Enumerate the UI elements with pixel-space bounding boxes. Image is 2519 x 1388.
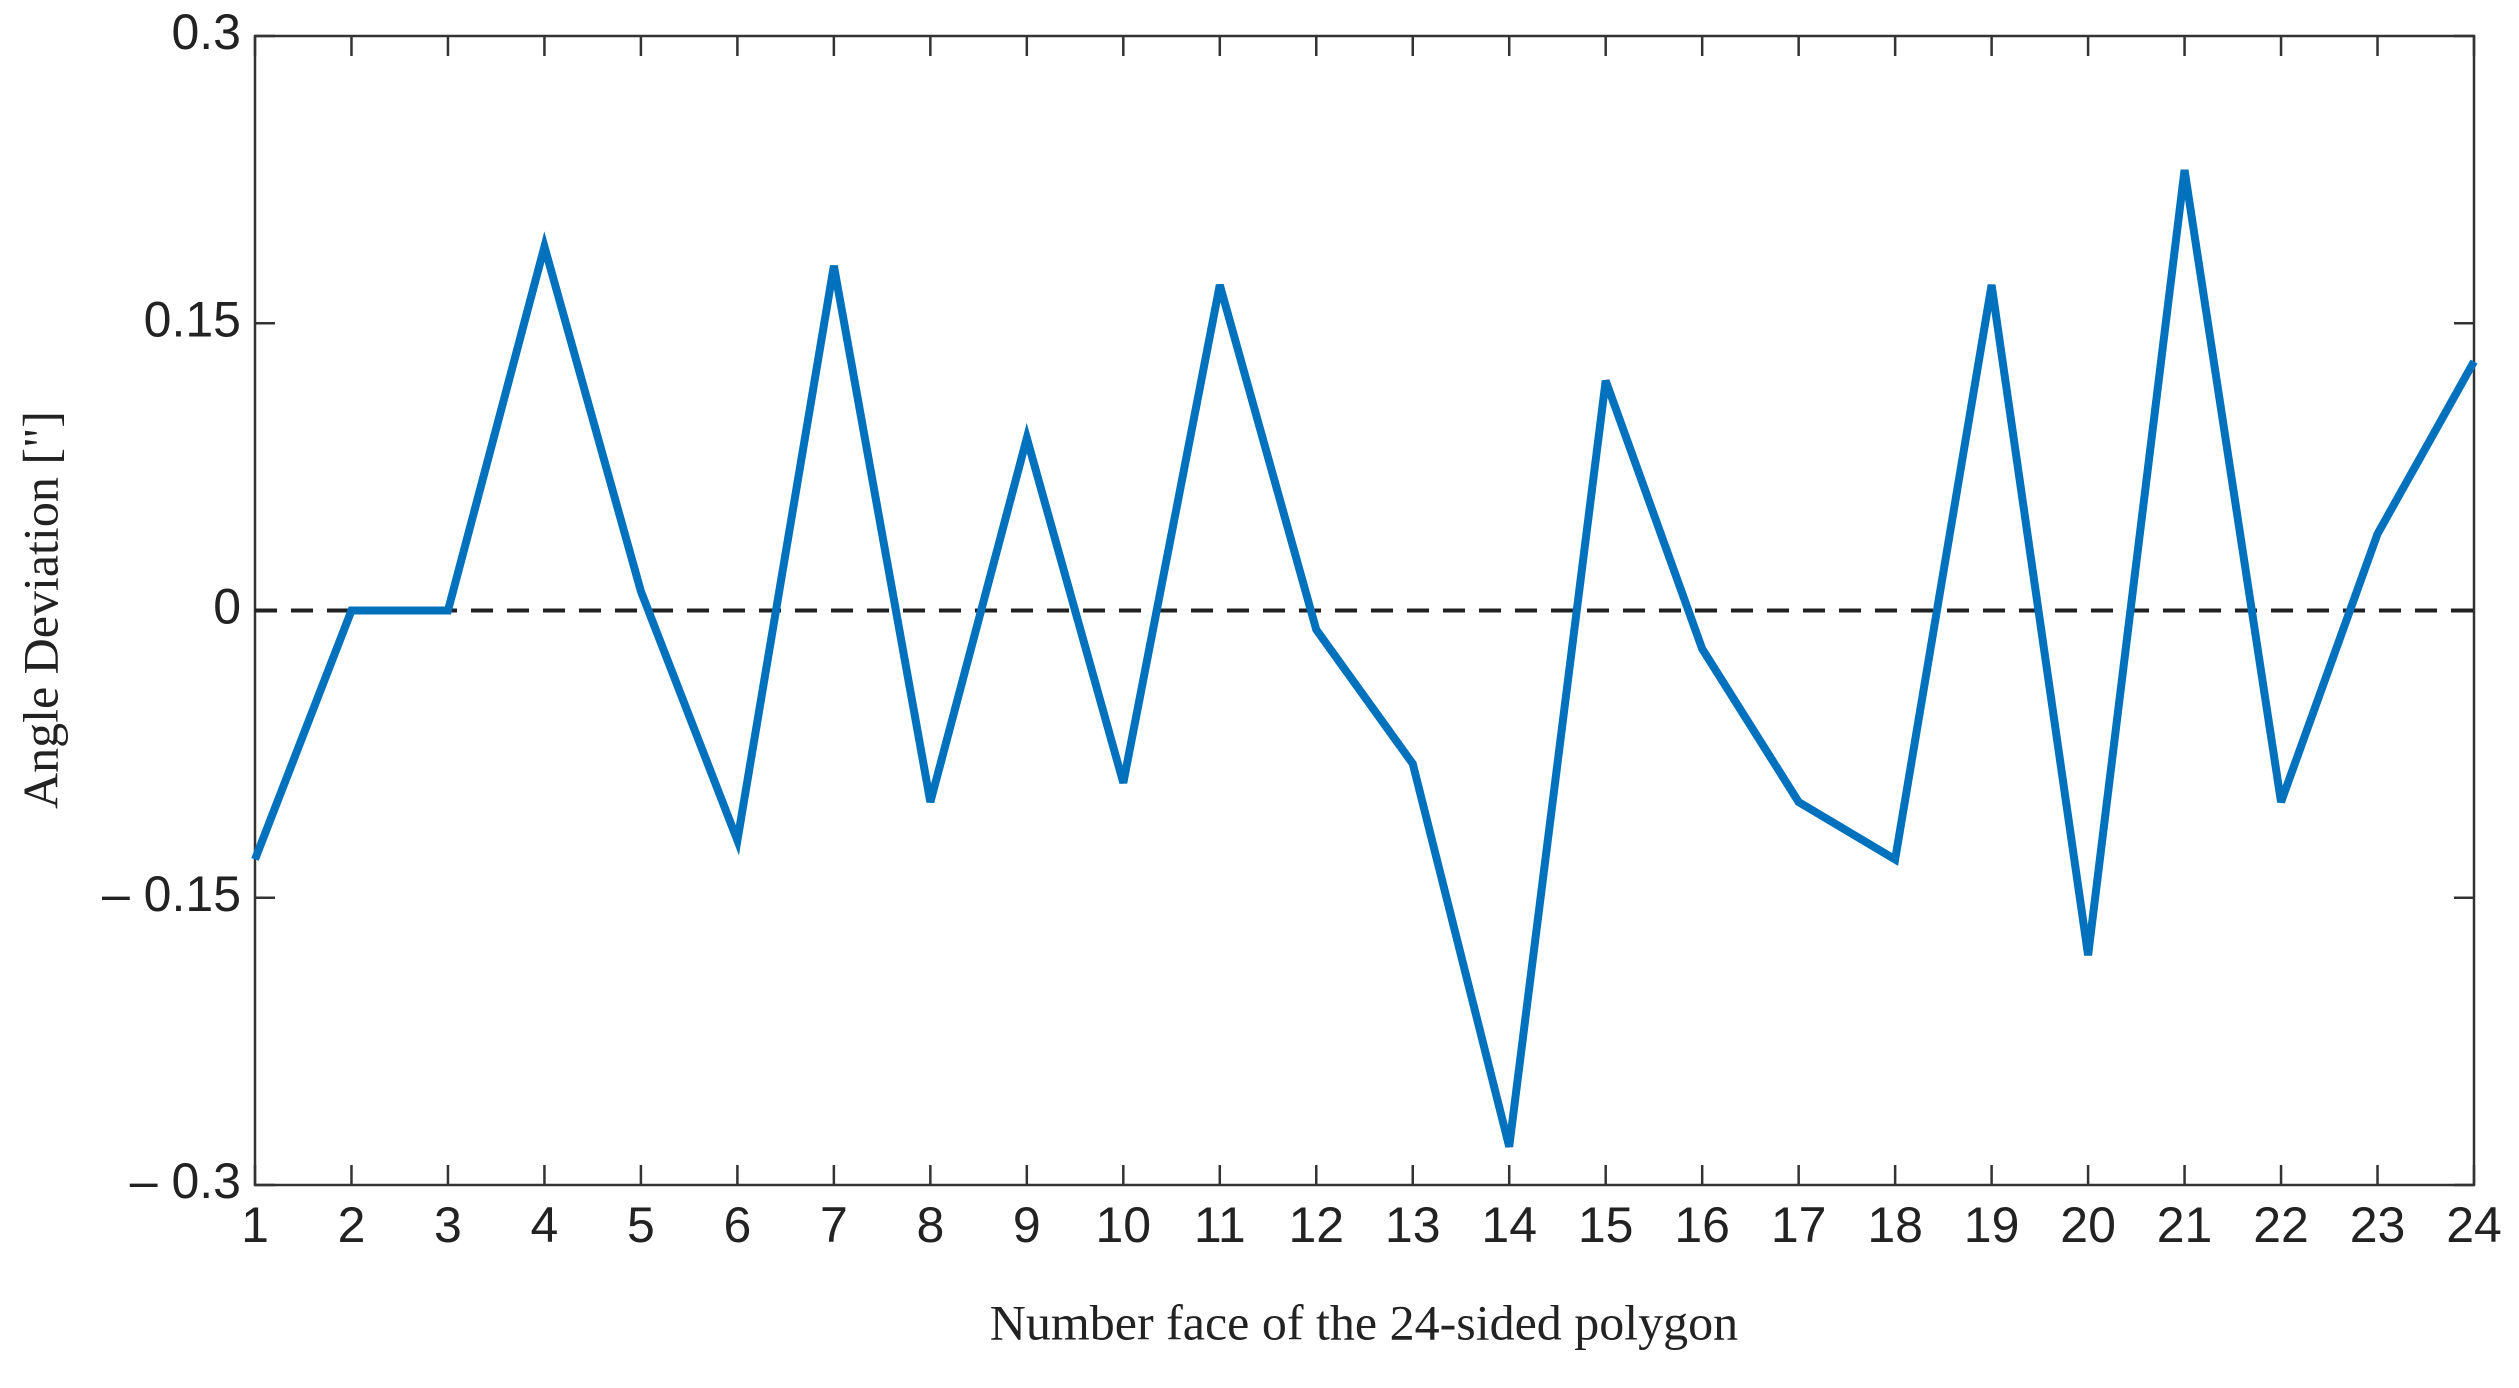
x-tick-label: 6 [723,1197,751,1253]
y-tick-label: 0.15 [144,291,241,347]
y-tick-label: 0.3 [171,4,241,60]
x-tick-label: 5 [627,1197,655,1253]
x-tick-label: 9 [1013,1197,1041,1253]
x-axis-label: Number face of the 24-sided polygon [990,1294,1738,1350]
x-tick-label: 4 [531,1197,559,1253]
x-tick-label: 22 [2253,1197,2309,1253]
x-tick-label: 14 [1481,1197,1537,1253]
x-tick-label: 12 [1288,1197,1344,1253]
x-tick-label: 16 [1674,1197,1730,1253]
x-tick-label: 13 [1385,1197,1441,1253]
x-tick-label: 21 [2157,1197,2213,1253]
x-tick-label: 11 [1194,1197,1246,1253]
x-tick-label: 15 [1578,1197,1634,1253]
y-tick-label: 0 [213,579,241,635]
x-tick-label: 8 [916,1197,944,1253]
data-line [251,169,2478,1148]
x-tick-label: 3 [434,1197,462,1253]
x-tick-label: 1 [241,1197,269,1253]
x-tick-label: 10 [1095,1197,1151,1253]
y-axis-label: Angle Deviation ["] [12,411,68,809]
y-tick-label: – 0.3 [130,1153,241,1209]
x-tick-label: 20 [2060,1197,2116,1253]
x-tick-label: 23 [2350,1197,2406,1253]
x-tick-label: 17 [1771,1197,1827,1253]
x-tick-label: 24 [2446,1197,2502,1253]
x-tick-label: 18 [1867,1197,1923,1253]
y-tick-label: – 0.15 [102,866,241,922]
x-tick-label: 2 [338,1197,366,1253]
x-tick-label: 7 [820,1197,848,1253]
x-tick-label: 19 [1964,1197,2020,1253]
